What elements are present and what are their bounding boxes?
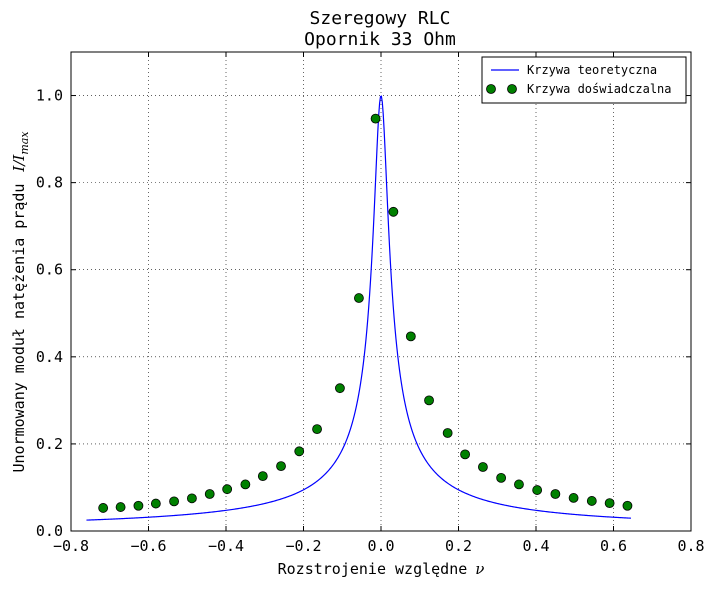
chart-title-line-2: Opornik 33 Ohm [304,29,456,50]
y-axis-label-text: Unormowany moduł natężenia prądu [10,184,28,473]
x-tick-label: −0.6 [130,537,166,555]
experimental-point [370,113,381,124]
y-axis-label-subscript: max [18,131,31,155]
experimental-point [460,449,470,460]
y-axis-label: Unormowany moduł natężenia prądu I/Imax [10,131,31,473]
experimental-point [478,462,488,472]
experimental-point [169,496,179,507]
experimental-point [204,489,215,499]
experimental-point [150,498,161,509]
chart-title-line-1: Szeregowy RLC [310,8,451,29]
experimental-point [622,500,633,511]
experimental-point [514,479,524,490]
experimental-point [186,493,197,504]
experimental-points-layer [98,113,633,513]
experimental-point [240,479,251,490]
x-axis-label-text: Rozstrojenie względne [278,560,468,578]
plot-area [71,52,691,531]
x-tick-label: −0.8 [53,537,89,555]
x-axis-label: Rozstrojenie względne ν [278,560,485,578]
experimental-point [354,293,364,303]
x-tick-label: 0.0 [367,537,394,555]
experimental-point [388,206,399,217]
legend-label-theory: Krzywa teoretyczna [527,63,657,77]
experimental-point [604,498,615,509]
experimental-point [424,395,434,406]
experimental-point [115,502,126,512]
experimental-point [98,503,109,513]
y-tick-label: 0.8 [36,174,63,192]
experimental-point [586,496,597,506]
experimental-point [257,471,268,482]
experimental-point [532,485,543,495]
y-tick-label: 0.4 [36,348,63,366]
experimental-point [133,500,144,511]
theory-curve-layer [86,95,631,521]
x-axis-label-symbol: ν [475,560,484,578]
x-tick-label: 0.4 [522,537,549,555]
experimental-point [568,493,579,503]
ticks [70,52,692,532]
y-tick-label: 0.6 [36,261,63,279]
theory-curve [86,95,631,521]
y-tick-label: 0.2 [36,435,63,453]
experimental-point [550,489,561,499]
experimental-point [405,331,416,342]
experimental-point [294,446,305,457]
legend-box [481,56,687,104]
experimental-point [276,461,286,472]
y-tick-labels: 0.0 0.2 0.4 0.6 0.8 1.0 [36,87,63,540]
y-tick-label: 0.0 [36,522,63,540]
experimental-point [312,424,322,435]
x-tick-label: −0.4 [208,537,244,555]
experimental-point [442,428,453,438]
x-tick-label: −0.2 [285,537,321,555]
y-tick-label: 1.0 [36,87,63,105]
y-axis-label-symbol: I/I [10,154,28,173]
experimental-point [496,472,507,483]
legend-label-experiment: Krzywa doświadczalna [527,82,672,96]
experimental-point [222,484,233,495]
legend-marker-2 [507,84,517,94]
legend-marker-1 [486,84,496,94]
x-tick-label: 0.2 [445,537,472,555]
x-tick-labels: −0.8 −0.6 −0.4 −0.2 0.0 0.2 0.4 0.6 0.8 [53,537,705,555]
x-tick-label: 0.8 [677,537,704,555]
experimental-point [335,383,345,394]
legend: Krzywa teoretyczna Krzywa doświadczalna [481,56,687,104]
x-tick-label: 0.6 [600,537,627,555]
